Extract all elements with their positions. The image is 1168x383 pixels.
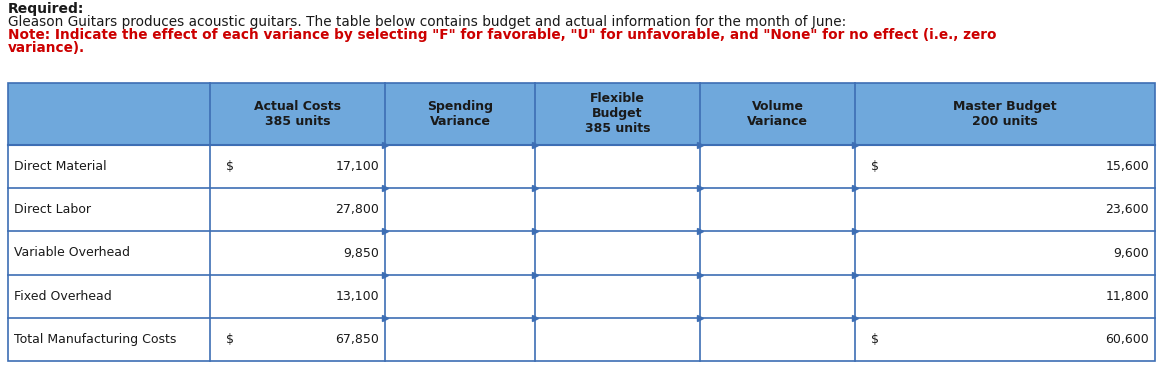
Text: 17,100: 17,100 xyxy=(335,160,378,173)
Text: Required:: Required: xyxy=(8,2,84,16)
Text: Actual Costs
385 units: Actual Costs 385 units xyxy=(253,100,341,128)
Text: Spending
Variance: Spending Variance xyxy=(427,100,493,128)
Bar xyxy=(8,275,1155,318)
Text: 27,800: 27,800 xyxy=(335,203,378,216)
Bar xyxy=(8,83,1155,145)
Text: Total Manufacturing Costs: Total Manufacturing Costs xyxy=(14,333,176,346)
Text: Variable Overhead: Variable Overhead xyxy=(14,247,130,260)
Bar xyxy=(8,231,1155,275)
Bar xyxy=(8,145,1155,188)
Text: $: $ xyxy=(225,160,234,173)
Text: Direct Material: Direct Material xyxy=(14,160,106,173)
Text: Note: Indicate the effect of each variance by selecting "F" for favorable, "U" f: Note: Indicate the effect of each varian… xyxy=(8,28,996,42)
Text: Flexible
Budget
385 units: Flexible Budget 385 units xyxy=(585,93,651,136)
Bar xyxy=(8,83,1155,361)
Text: Gleason Guitars produces acoustic guitars. The table below contains budget and a: Gleason Guitars produces acoustic guitar… xyxy=(8,15,847,29)
Bar xyxy=(8,188,1155,231)
Text: Direct Labor: Direct Labor xyxy=(14,203,91,216)
Text: 15,600: 15,600 xyxy=(1105,160,1149,173)
Text: $: $ xyxy=(871,160,880,173)
Text: Volume
Variance: Volume Variance xyxy=(748,100,808,128)
Text: 67,850: 67,850 xyxy=(335,333,378,346)
Text: variance).: variance). xyxy=(8,41,85,55)
Text: 13,100: 13,100 xyxy=(335,290,378,303)
Text: $: $ xyxy=(871,333,880,346)
Text: $: $ xyxy=(225,333,234,346)
Text: 60,600: 60,600 xyxy=(1105,333,1149,346)
Text: Fixed Overhead: Fixed Overhead xyxy=(14,290,112,303)
Text: 23,600: 23,600 xyxy=(1105,203,1149,216)
Bar xyxy=(8,318,1155,361)
Text: 11,800: 11,800 xyxy=(1105,290,1149,303)
Text: 9,850: 9,850 xyxy=(343,247,378,260)
Text: Master Budget
200 units: Master Budget 200 units xyxy=(953,100,1057,128)
Text: 9,600: 9,600 xyxy=(1113,247,1149,260)
